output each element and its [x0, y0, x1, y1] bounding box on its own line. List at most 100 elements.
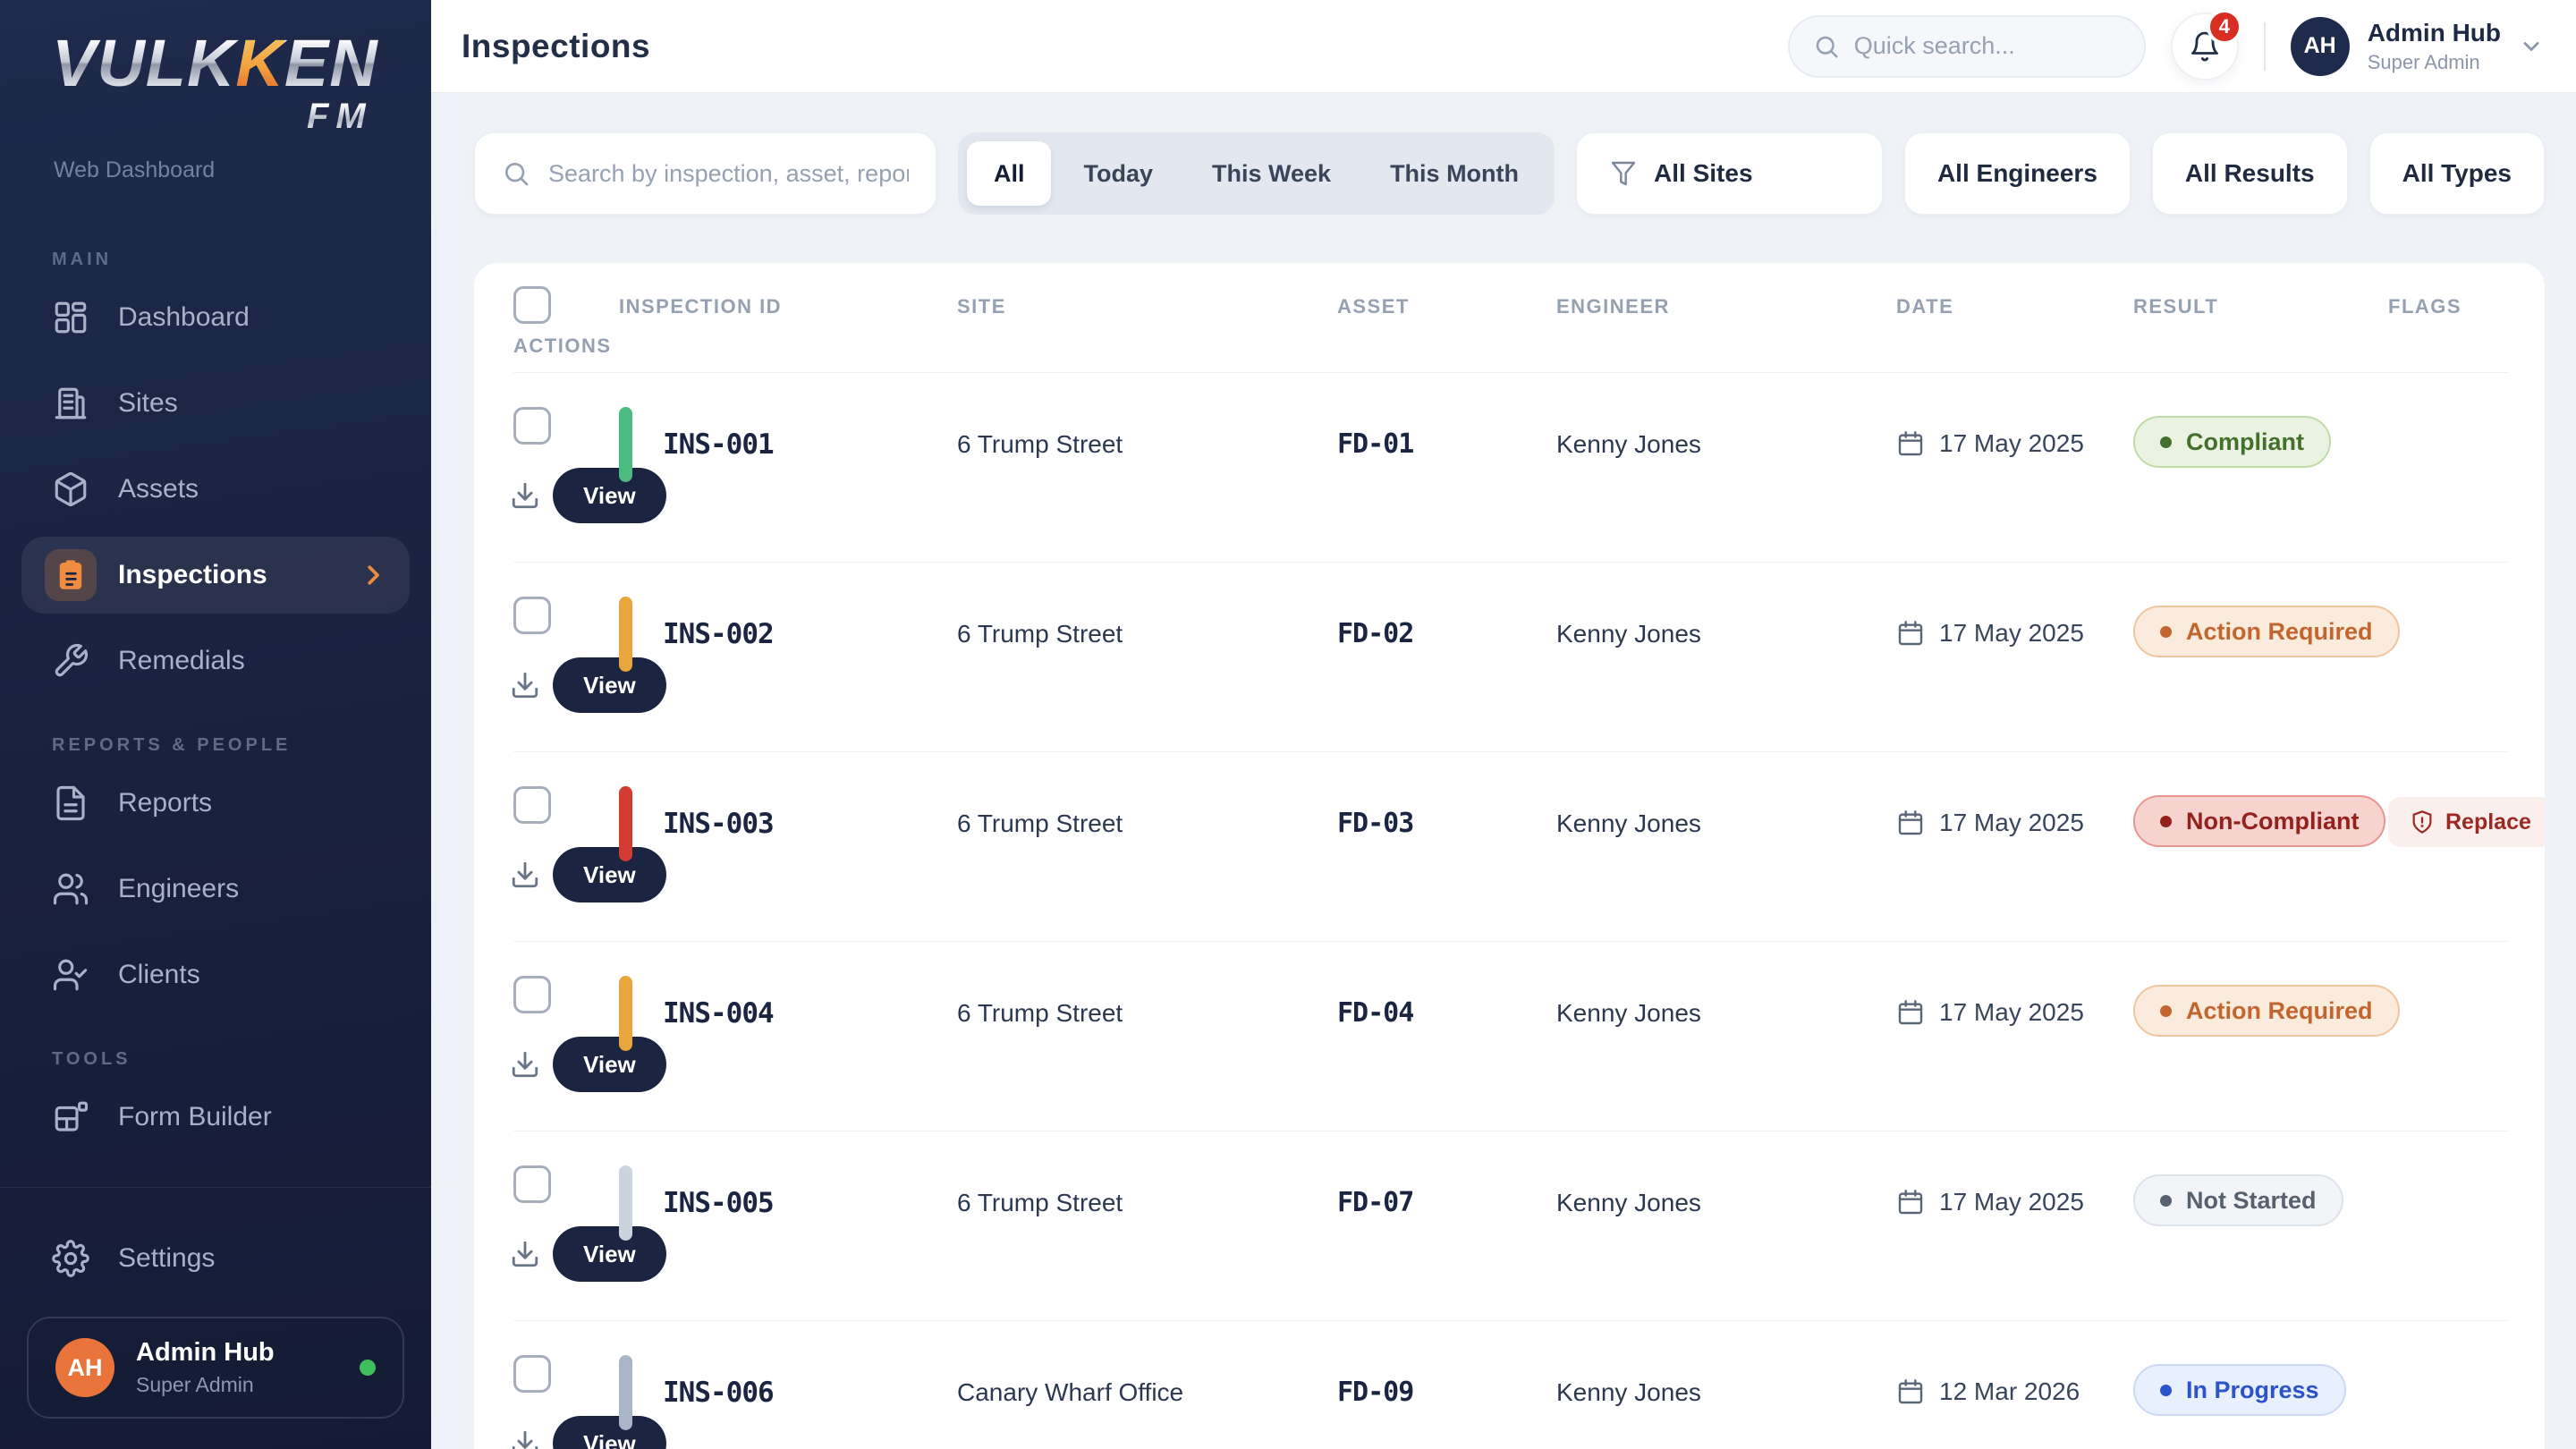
row-checkbox[interactable]	[513, 407, 551, 445]
search-icon	[505, 163, 529, 186]
nav-section-main: MAIN	[52, 250, 113, 269]
view-button[interactable]: View	[553, 1226, 666, 1282]
select-all-checkbox[interactable]	[513, 286, 551, 324]
status-dot-icon	[2160, 1194, 2172, 1207]
tab-this-week[interactable]: This Week	[1212, 159, 1332, 187]
column-header-site: SITE	[957, 295, 1006, 318]
calendar-icon	[1898, 810, 1923, 835]
view-button[interactable]: View	[553, 1037, 666, 1092]
funnel-icon	[1611, 161, 1636, 186]
notifications-button[interactable]: 4	[2170, 8, 2242, 80]
date-cell: 12 Mar 2026	[1896, 1373, 2133, 1411]
download-icon[interactable]	[510, 1049, 540, 1080]
tab-today[interactable]: Today	[1083, 159, 1153, 187]
search-icon	[1816, 36, 1838, 57]
row-checkbox[interactable]	[513, 1355, 551, 1393]
status-bar	[619, 1355, 632, 1430]
result-badge: Action Required	[2133, 606, 2400, 657]
calendar-icon	[1898, 431, 1923, 456]
types-filter-dropdown[interactable]: All Types	[2368, 132, 2545, 215]
engineer-cell: Kenny Jones	[1556, 620, 1701, 648]
column-header-result: RESULT	[2133, 295, 2219, 318]
sidebar-item-dashboard[interactable]: Dashboard	[21, 279, 410, 356]
status-dot-icon	[2160, 1384, 2172, 1396]
download-icon[interactable]	[510, 1428, 540, 1449]
calendar-icon	[1898, 1000, 1923, 1025]
calendar-icon	[1898, 1379, 1923, 1404]
date-cell: 17 May 2025	[1896, 425, 2133, 462]
sidebar-item-remedials[interactable]: Remedials	[21, 623, 410, 699]
site-cell: 6 Trump Street	[957, 620, 1123, 648]
inspection-row: View INS-003 6 Trump Street FD-03 Kenny …	[510, 752, 2545, 942]
layout-icon	[45, 1091, 97, 1143]
status-bar	[619, 786, 632, 861]
brand-logo: VULKKEN FM	[0, 0, 431, 135]
inspection-id: INS-001	[663, 428, 775, 461]
engineer-cell: Kenny Jones	[1556, 430, 1701, 458]
sidebar-item-form-builder[interactable]: Form Builder	[21, 1079, 410, 1156]
sidebar-item-sites[interactable]: Sites	[21, 365, 410, 442]
sidebar-item-settings[interactable]: Settings	[21, 1220, 410, 1297]
view-button[interactable]: View	[553, 657, 666, 713]
sidebar-nav: MAIN Dashboard Sites Assets	[0, 214, 431, 1165]
sidebar-item-engineers[interactable]: Engineers	[21, 851, 410, 928]
site-cell: 6 Trump Street	[957, 1189, 1123, 1216]
download-icon[interactable]	[510, 480, 540, 511]
status-dot-icon	[2160, 625, 2172, 638]
asset-cell: FD-07	[1337, 1187, 1414, 1218]
users-icon	[45, 863, 97, 915]
sidebar-item-label: Settings	[118, 1243, 216, 1273]
status-dot-icon	[2160, 1004, 2172, 1017]
shield-alert-icon	[2412, 810, 2432, 834]
engineer-cell: Kenny Jones	[1556, 1378, 1701, 1406]
building-icon	[45, 377, 97, 429]
results-filter-dropdown[interactable]: All Results	[2151, 132, 2348, 215]
site-cell: 6 Trump Street	[957, 430, 1123, 458]
user-check-icon	[45, 949, 97, 1001]
table-search-input[interactable]	[548, 159, 909, 188]
profile-name: Admin Hub	[136, 1338, 275, 1367]
row-checkbox[interactable]	[513, 597, 551, 634]
result-badge: In Progress	[2133, 1364, 2346, 1416]
nav-section-reports-people: REPORTS & PEOPLE	[52, 735, 292, 755]
download-icon[interactable]	[510, 1239, 540, 1269]
row-checkbox[interactable]	[513, 786, 551, 824]
tab-all[interactable]: All	[966, 141, 1052, 206]
brand-name: VULKKEN	[52, 26, 378, 100]
site-cell: 6 Trump Street	[957, 809, 1123, 837]
sites-filter-dropdown[interactable]: All Sites	[1576, 132, 1883, 215]
download-icon[interactable]	[510, 670, 540, 700]
table-search	[474, 132, 936, 215]
sidebar-profile-card[interactable]: AH Admin Hub Super Admin	[27, 1317, 404, 1419]
view-button[interactable]: View	[553, 468, 666, 523]
chevron-right-icon	[360, 562, 386, 589]
profile-menu[interactable]: AH Admin Hub Super Admin	[2290, 16, 2544, 76]
view-button[interactable]: View	[553, 847, 666, 902]
view-button[interactable]: View	[553, 1416, 666, 1449]
engineers-filter-dropdown[interactable]: All Engineers	[1903, 132, 2131, 215]
status-bar	[619, 407, 632, 482]
sidebar-item-label: Inspections	[118, 560, 267, 589]
quick-search	[1787, 14, 2146, 78]
download-icon[interactable]	[510, 860, 540, 890]
site-cell: 6 Trump Street	[957, 999, 1123, 1027]
brand-sub: FM	[52, 98, 378, 134]
column-header-actions: ACTIONS	[513, 335, 612, 357]
row-checkbox[interactable]	[513, 1165, 551, 1203]
sidebar-item-inspections[interactable]: Inspections	[21, 537, 410, 614]
status-bar	[619, 597, 632, 672]
sidebar-item-reports[interactable]: Reports	[21, 765, 410, 842]
date-cell: 17 May 2025	[1896, 994, 2133, 1031]
site-cell: Canary Wharf Office	[957, 1378, 1184, 1406]
flag-badge: Replace	[2388, 797, 2545, 847]
nav-section-tools: TOOLS	[52, 1049, 131, 1069]
main-area: Inspections 4 AH Admin Hub Super Admin	[431, 0, 2576, 1449]
quick-search-input[interactable]	[1853, 32, 2121, 60]
tab-this-month[interactable]: This Month	[1390, 159, 1520, 187]
row-checkbox[interactable]	[513, 976, 551, 1013]
sidebar-item-assets[interactable]: Assets	[21, 451, 410, 528]
avatar: AH	[2290, 16, 2350, 76]
profile-role: Super Admin	[136, 1373, 254, 1396]
calendar-icon	[1898, 621, 1923, 646]
sidebar-item-clients[interactable]: Clients	[21, 936, 410, 1013]
